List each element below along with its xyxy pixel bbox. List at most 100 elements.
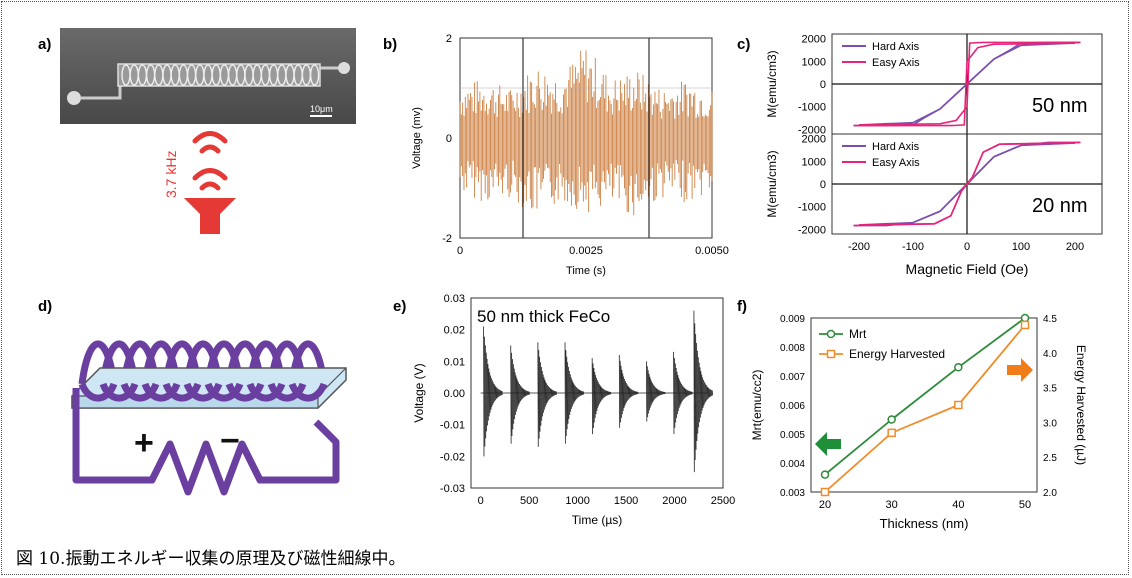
data-point <box>820 487 830 497</box>
x-tick-label: 50 <box>1019 499 1031 511</box>
sound-wave-icon <box>192 131 228 191</box>
minus-sign: − <box>220 422 240 460</box>
signal-trace <box>459 50 713 216</box>
thickness-annotation: 50 nm <box>1032 95 1088 117</box>
x-tick-label: 100 <box>1012 241 1030 253</box>
y-tick-label: 2000 <box>802 34 826 46</box>
series-line <box>858 41 1081 126</box>
legend-label: Hard Axis <box>872 141 920 153</box>
y-tick-label-left: 0.009 <box>780 314 805 325</box>
y-tick-label: 0 <box>820 79 826 91</box>
chart-b: 0 0.0025 0.0050 2 0 -2 Time (s) Voltage (mv) <box>411 33 729 277</box>
y-tick-label-left: 0.003 <box>780 488 805 499</box>
y-tick-label: 2 <box>446 33 452 45</box>
y-tick-label-left: 0.004 <box>780 459 805 470</box>
x-tick-label: 2000 <box>662 495 686 507</box>
x-tick-label: -200 <box>848 241 870 253</box>
x-tick-label: 500 <box>520 495 538 507</box>
y-tick-label: -1000 <box>798 102 826 114</box>
panel-label-d: d) <box>38 298 53 315</box>
plot-area <box>810 317 1038 493</box>
y-tick-label-right: 2.5 <box>1043 453 1057 464</box>
y-axis-label: M(emu/cm3) <box>765 50 779 117</box>
coil-loop-front <box>162 382 202 402</box>
x-axis-label: Time (µs) <box>572 513 622 527</box>
legend-label: Easy Axis <box>872 157 920 169</box>
panel-label-b: b) <box>383 36 398 53</box>
coil-loop-back <box>267 340 307 385</box>
y-tick-label: 0 <box>820 179 826 191</box>
series-line-return <box>853 142 1076 227</box>
x-tick-label: 0 <box>457 245 463 257</box>
scale-bar-label: 10μm <box>310 104 333 114</box>
data-point <box>887 415 896 424</box>
data-point <box>1020 320 1030 330</box>
y-tick-label-left: 0.006 <box>780 401 805 412</box>
arrow-right-icon <box>1007 358 1033 382</box>
coil-loop-front <box>267 382 307 402</box>
coil-loop-back <box>120 340 160 385</box>
x-tick-label: 0 <box>964 241 970 253</box>
coil-loop-back <box>225 340 265 385</box>
y-tick-label-right: 3.5 <box>1043 384 1057 395</box>
contact-pad-left <box>67 91 81 105</box>
y-tick-label: 0 <box>446 133 452 145</box>
y-tick-label: 1000 <box>802 156 826 168</box>
data-point <box>954 400 963 410</box>
legend-label: Mrt <box>849 327 867 341</box>
y-tick-label: 1000 <box>802 56 826 68</box>
chart-e: 0.03 0.02 0.01 0.00 -0.01 -0.02 -0.03 0 500 1000 1… <box>412 293 735 527</box>
x-tick-label: 0.0025 <box>569 245 603 257</box>
y-axis-label-right: Energy Harvested (µJ) <box>1074 345 1088 465</box>
y-tick-label: 0.00 <box>444 388 465 400</box>
y-tick-label: 2000 <box>802 134 826 146</box>
y-tick-label-left: 0.005 <box>780 430 805 441</box>
data-point <box>887 428 896 438</box>
wire-coil-structure <box>117 63 321 87</box>
coil-loop-back <box>162 340 202 385</box>
coil-loop-front <box>78 382 118 402</box>
coil-loop-front <box>225 382 265 402</box>
x-axis-label: Magnetic Field (Oe) <box>906 261 1029 277</box>
legend-marker <box>826 329 836 339</box>
frequency-label: 3.7 kHz <box>163 151 179 198</box>
y-tick-label: -0.01 <box>440 420 465 432</box>
x-tick-label: 2500 <box>711 495 735 507</box>
x-tick-label: -100 <box>902 241 924 253</box>
y-tick-label: -0.02 <box>440 451 465 463</box>
y-tick-label: -1000 <box>798 202 826 214</box>
x-tick-label: 40 <box>952 499 964 511</box>
y-tick-label: -2000 <box>798 124 826 136</box>
coil-loop-back <box>78 340 118 385</box>
legend-marker <box>826 349 836 359</box>
plot-area <box>470 297 724 489</box>
coil-loop-back <box>99 340 139 385</box>
panel-a: 10μm 3.7 kHz <box>60 28 356 234</box>
signal-trace <box>480 310 714 473</box>
panel-d: + − <box>71 340 347 496</box>
thickness-annotation: 20 nm <box>1032 195 1088 217</box>
x-axis-label: Time (s) <box>566 265 606 277</box>
coil-loop-front <box>99 382 139 402</box>
y-axis-label: M(emu/cm3) <box>765 150 779 217</box>
series-line-return <box>853 42 1076 127</box>
coil-loop-front <box>246 382 286 402</box>
y-tick-label: 0.03 <box>444 293 465 305</box>
y-axis-label-left: Mrt(emu/cc2) <box>750 370 764 441</box>
plus-sign: + <box>134 424 154 462</box>
y-tick-label-left: 0.008 <box>780 343 805 354</box>
series-line <box>824 324 1026 493</box>
y-tick-label: 0.01 <box>444 356 465 368</box>
arrow-left-icon <box>815 432 841 456</box>
y-tick-label-right: 3.0 <box>1043 418 1057 429</box>
panel-label-c: c) <box>737 36 751 53</box>
speaker-icon <box>184 198 236 234</box>
coil-loop-front <box>141 382 181 402</box>
data-point <box>820 470 830 479</box>
legend-label: Energy Harvested <box>849 347 945 361</box>
x-tick-label: 1000 <box>565 495 589 507</box>
data-point <box>954 363 963 372</box>
y-axis-label: Voltage (mv) <box>411 107 423 169</box>
